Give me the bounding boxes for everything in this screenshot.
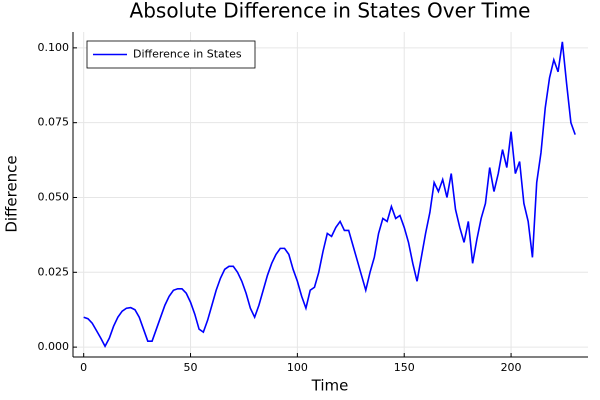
line-series: [83, 41, 576, 348]
x-axis-label: Time: [311, 377, 349, 395]
y-tick-label: 0.000: [38, 340, 70, 353]
x-tick-label: 50: [184, 361, 198, 374]
legend-label: Difference in States: [133, 48, 242, 61]
y-tick-label: 0.050: [38, 190, 70, 203]
y-tick-label: 0.025: [38, 265, 70, 278]
y-tick-label: 0.100: [38, 41, 70, 54]
x-tick-label: 200: [501, 361, 522, 374]
y-axis-label: Difference: [3, 155, 21, 232]
x-tick-label: 150: [394, 361, 415, 374]
chart-title: Absolute Difference in States Over Time: [130, 0, 531, 23]
x-tick-label: 0: [80, 361, 87, 374]
x-tick-label: 100: [287, 361, 308, 374]
y-tick-label: 0.075: [38, 116, 70, 129]
